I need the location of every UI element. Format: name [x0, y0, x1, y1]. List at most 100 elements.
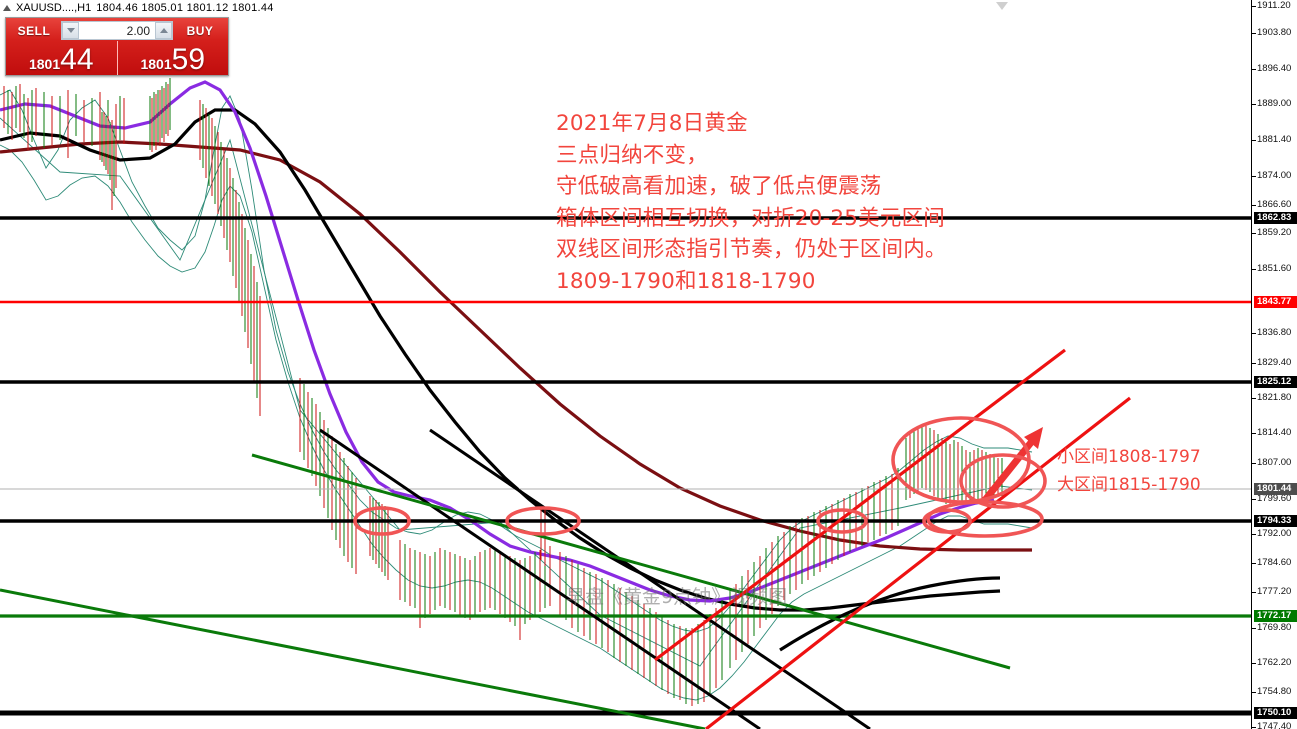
volume-increment-button[interactable]: [155, 22, 172, 39]
up-arrow-annotation: [981, 427, 1043, 504]
chart-plot: [0, 78, 1251, 729]
price-tick: [1252, 534, 1256, 535]
annotation-line-6: 1809-1790和1818-1790: [556, 268, 816, 294]
price-tick-label: 1896.40: [1257, 63, 1292, 74]
volume-decrement-button[interactable]: [62, 22, 79, 39]
ellipse-small-left-3: [816, 508, 868, 534]
price-level-label: 1794.33: [1254, 515, 1297, 527]
chart-canvas[interactable]: 2021年7月8日黄金 三点归纳不变， 守低破高看加速，破了低点便震荡 箱体区间…: [0, 0, 1251, 729]
price-tick: [1252, 69, 1256, 70]
black-trendline-2: [429, 428, 871, 729]
buy-button[interactable]: BUY: [186, 23, 214, 38]
price-level-label: 1750.10: [1254, 707, 1297, 719]
black-curve-right: [779, 576, 1001, 652]
sell-button[interactable]: SELL: [17, 23, 51, 38]
price-tick: [1252, 398, 1256, 399]
red-trendline-1: [654, 348, 1066, 662]
price-tick-label: 1903.80: [1257, 27, 1292, 38]
annotation-line-5: 双线区间形态指引节奏，仍处于区间内。: [556, 237, 947, 262]
ellipse-small-left-4: [922, 508, 972, 534]
small-range-label: 小区间1808-1797: [1057, 447, 1201, 467]
ellipse-inner: [959, 453, 1047, 509]
red-ellipses: [353, 416, 1047, 538]
price-tick-label: 1889.00: [1257, 98, 1292, 109]
buy-price-cell[interactable]: 1801 59: [116, 41, 229, 77]
price-level-label: 1862.83: [1254, 212, 1297, 224]
range-annotation: 小区间1808-1797 大区间1815-1790: [1057, 443, 1201, 499]
annotation-line-2: 三点归纳不变，: [556, 142, 708, 168]
price-tick-label: 1821.80: [1257, 392, 1292, 403]
symbol-label: XAUUSD....,H1: [16, 2, 92, 14]
price-level-label: 1772.17: [1254, 610, 1297, 622]
price-tick-label: 1866.60: [1257, 199, 1292, 210]
price-tick-label: 1762.20: [1257, 657, 1292, 668]
price-level-label: 1825.12: [1254, 376, 1297, 388]
price-tick: [1252, 140, 1256, 141]
price-tick-label: 1881.40: [1257, 134, 1292, 145]
chart-annotation-text: 2021年7月8日黄金 三点归纳不变， 守低破高看加速，破了低点便震荡 箱体区间…: [556, 108, 947, 297]
price-tick-label: 1911.20: [1257, 0, 1291, 11]
ellipse-small-left-2: [505, 506, 581, 536]
price-tick: [1252, 727, 1256, 728]
price-tick: [1252, 269, 1256, 270]
buy-price-fraction: 59: [171, 43, 206, 77]
chevron-up-icon: [159, 28, 168, 33]
buy-price-integer: 1801: [140, 56, 172, 72]
collapse-triangle-icon[interactable]: [3, 5, 11, 11]
price-tick-label: 1836.80: [1257, 327, 1292, 338]
sell-price-fraction: 44: [60, 43, 94, 77]
price-tick: [1252, 176, 1256, 177]
ma-purple: [0, 80, 995, 603]
chart-watermark: 早盘《黄金9点钟》视频图: [566, 586, 788, 608]
chart-top-marker-icon: [996, 2, 1008, 10]
sell-price-cell[interactable]: 1801 44: [6, 41, 117, 75]
annotation-line-1: 2021年7月8日黄金: [556, 111, 748, 136]
price-tick: [1252, 363, 1256, 364]
annotation-line-3: 守低破高看加速，破了低点便震荡: [556, 174, 882, 199]
price-tick: [1252, 333, 1256, 334]
chevron-down-icon: [66, 28, 75, 33]
price-tick: [1252, 499, 1256, 500]
candlesticks: [3, 78, 1003, 706]
price-tick-label: 1859.20: [1257, 227, 1292, 238]
price-tick: [1252, 233, 1256, 234]
price-tick-label: 1784.60: [1257, 557, 1292, 568]
ohlc-values: 1804.46 1805.01 1801.12 1801.44: [96, 2, 274, 14]
price-tick-label: 1829.40: [1257, 357, 1292, 368]
price-level-label: 1843.77: [1254, 296, 1297, 308]
price-tick-label: 1792.00: [1257, 528, 1292, 539]
ellipse-wide-base: [926, 500, 1044, 538]
black-trendline-1: [319, 428, 761, 729]
volume-value[interactable]: 2.00: [126, 23, 150, 38]
price-tick: [1252, 463, 1256, 464]
green-trendline-2: [0, 588, 706, 729]
price-tick: [1252, 433, 1256, 434]
price-tick: [1252, 6, 1256, 7]
price-tick-label: 1814.40: [1257, 427, 1292, 438]
price-tick-label: 1754.80: [1257, 686, 1292, 697]
green-trendline-1: [251, 453, 1011, 670]
ma-black-long: [0, 108, 1001, 612]
symbol-header: XAUUSD....,H1 1804.46 1805.01 1801.12 18…: [3, 1, 278, 15]
one-click-trading-panel[interactable]: SELL 2.00 BUY 1801 44 1801 59: [5, 17, 229, 76]
price-tick-label: 1851.60: [1257, 263, 1292, 274]
large-range-label: 大区间1815-1790: [1057, 475, 1201, 495]
price-tick-label: 1874.00: [1257, 170, 1292, 181]
price-tick: [1252, 33, 1256, 34]
red-trendline-2: [705, 396, 1131, 729]
price-tick-label: 1799.60: [1257, 493, 1292, 504]
ellipse-small-left-1: [353, 506, 411, 536]
price-tick-label: 1807.00: [1257, 457, 1292, 468]
volume-input[interactable]: 2.00: [61, 21, 173, 40]
price-level-label: 1801.44: [1254, 483, 1297, 495]
price-scale-axis[interactable]: 1911.20 1903.80 1896.40 1889.00 1881.40 1874.…: [1251, 0, 1297, 729]
trade-panel-top-row: SELL 2.00 BUY: [6, 18, 228, 41]
price-tick: [1252, 563, 1256, 564]
price-tick: [1252, 692, 1256, 693]
price-tick-label: 1769.80: [1257, 622, 1292, 633]
price-tick: [1252, 592, 1256, 593]
price-tick: [1252, 205, 1256, 206]
annotation-line-4: 箱体区间相互切换，对折20-25美元区间: [556, 205, 945, 231]
price-tick-label: 1747.40: [1257, 721, 1292, 729]
